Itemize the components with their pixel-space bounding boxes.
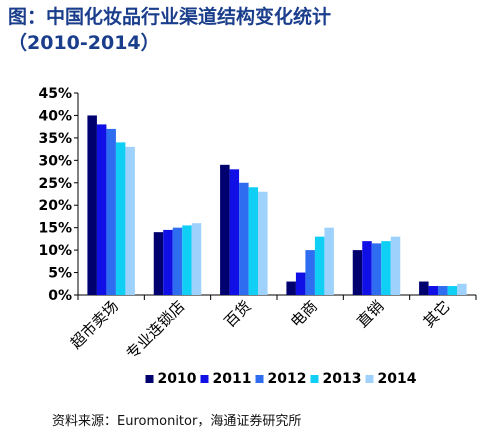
- bar-2011: [163, 229, 173, 295]
- x-tick-label: 直销: [353, 297, 387, 331]
- legend-label-2013: 2013: [323, 371, 362, 387]
- x-tick-label: 专业连锁店: [123, 297, 189, 363]
- bar-2011: [295, 272, 306, 295]
- y-tick-label: 20%: [38, 198, 72, 214]
- bar-2012: [305, 250, 315, 295]
- bar-2014: [457, 283, 467, 295]
- x-tick-label: 百货: [221, 297, 255, 331]
- y-tick-label: 25%: [38, 176, 72, 192]
- y-tick-label: 10%: [38, 243, 72, 259]
- bar-2012: [106, 128, 116, 295]
- legend-label-2014: 2014: [378, 371, 417, 387]
- source-note: 资料来源：Euromonitor，海通证券研究所: [52, 414, 302, 429]
- legend-swatch-2011: [200, 375, 209, 383]
- bar-2011: [96, 124, 107, 295]
- bar-2014: [324, 227, 334, 295]
- bar-2010: [220, 164, 230, 295]
- bar-2013: [115, 142, 126, 295]
- y-tick-label: 5%: [48, 266, 72, 282]
- legend-swatch-2012: [255, 375, 264, 383]
- x-tick-label: 电商: [287, 297, 321, 331]
- title-line-1: 图：中国化妆品行业渠道结构变化统计: [8, 6, 332, 28]
- title-line-2: （2010-2014）: [8, 32, 160, 54]
- y-tick-label: 0%: [48, 288, 72, 304]
- y-tick-label: 40%: [38, 108, 72, 124]
- legend-swatch-2014: [365, 375, 374, 383]
- legend-swatch-2013: [310, 375, 319, 383]
- legend-label-2012: 2012: [268, 371, 307, 387]
- bar-2011: [428, 286, 439, 295]
- y-tick-label: 15%: [38, 221, 72, 237]
- bar-2014: [191, 223, 202, 295]
- bar-2012: [172, 227, 183, 295]
- legend-label-2010: 2010: [158, 371, 197, 387]
- bar-2013: [447, 286, 458, 295]
- x-tick-label: 其它: [420, 297, 454, 331]
- bar-2010: [153, 232, 164, 295]
- bar-2012: [438, 286, 448, 295]
- legend-swatch-2010: [145, 375, 154, 383]
- y-tick-label: 45%: [38, 86, 72, 102]
- bar-chart: 0% 5% 10% 15% 20% 25% 30% 35% 40% 45% 超市卖场 专业连锁店 百货电…: [38, 86, 477, 387]
- bar-2014: [258, 191, 268, 295]
- bar-2014: [125, 146, 135, 295]
- bar-2012: [371, 243, 382, 295]
- bar-2010: [286, 281, 296, 295]
- legend-label-2011: 2011: [213, 371, 252, 387]
- chart-title: 图：中国化妆品行业渠道结构变化统计 （2010-2014）: [8, 4, 331, 56]
- bar-2010: [352, 250, 363, 295]
- y-tick-label: 35%: [38, 131, 72, 147]
- bar-2013: [314, 236, 325, 295]
- bar-2013: [381, 241, 391, 295]
- x-tick-label: 超市卖场: [67, 297, 122, 352]
- bar-2011: [362, 241, 372, 295]
- bar-2012: [239, 182, 249, 295]
- bar-2011: [229, 169, 240, 295]
- bar-2013: [248, 187, 259, 295]
- bar-2010: [87, 115, 97, 295]
- bar-2010: [419, 281, 429, 295]
- y-tick-label: 30%: [38, 153, 72, 169]
- bar-2014: [390, 236, 401, 295]
- bar-2013: [182, 225, 192, 295]
